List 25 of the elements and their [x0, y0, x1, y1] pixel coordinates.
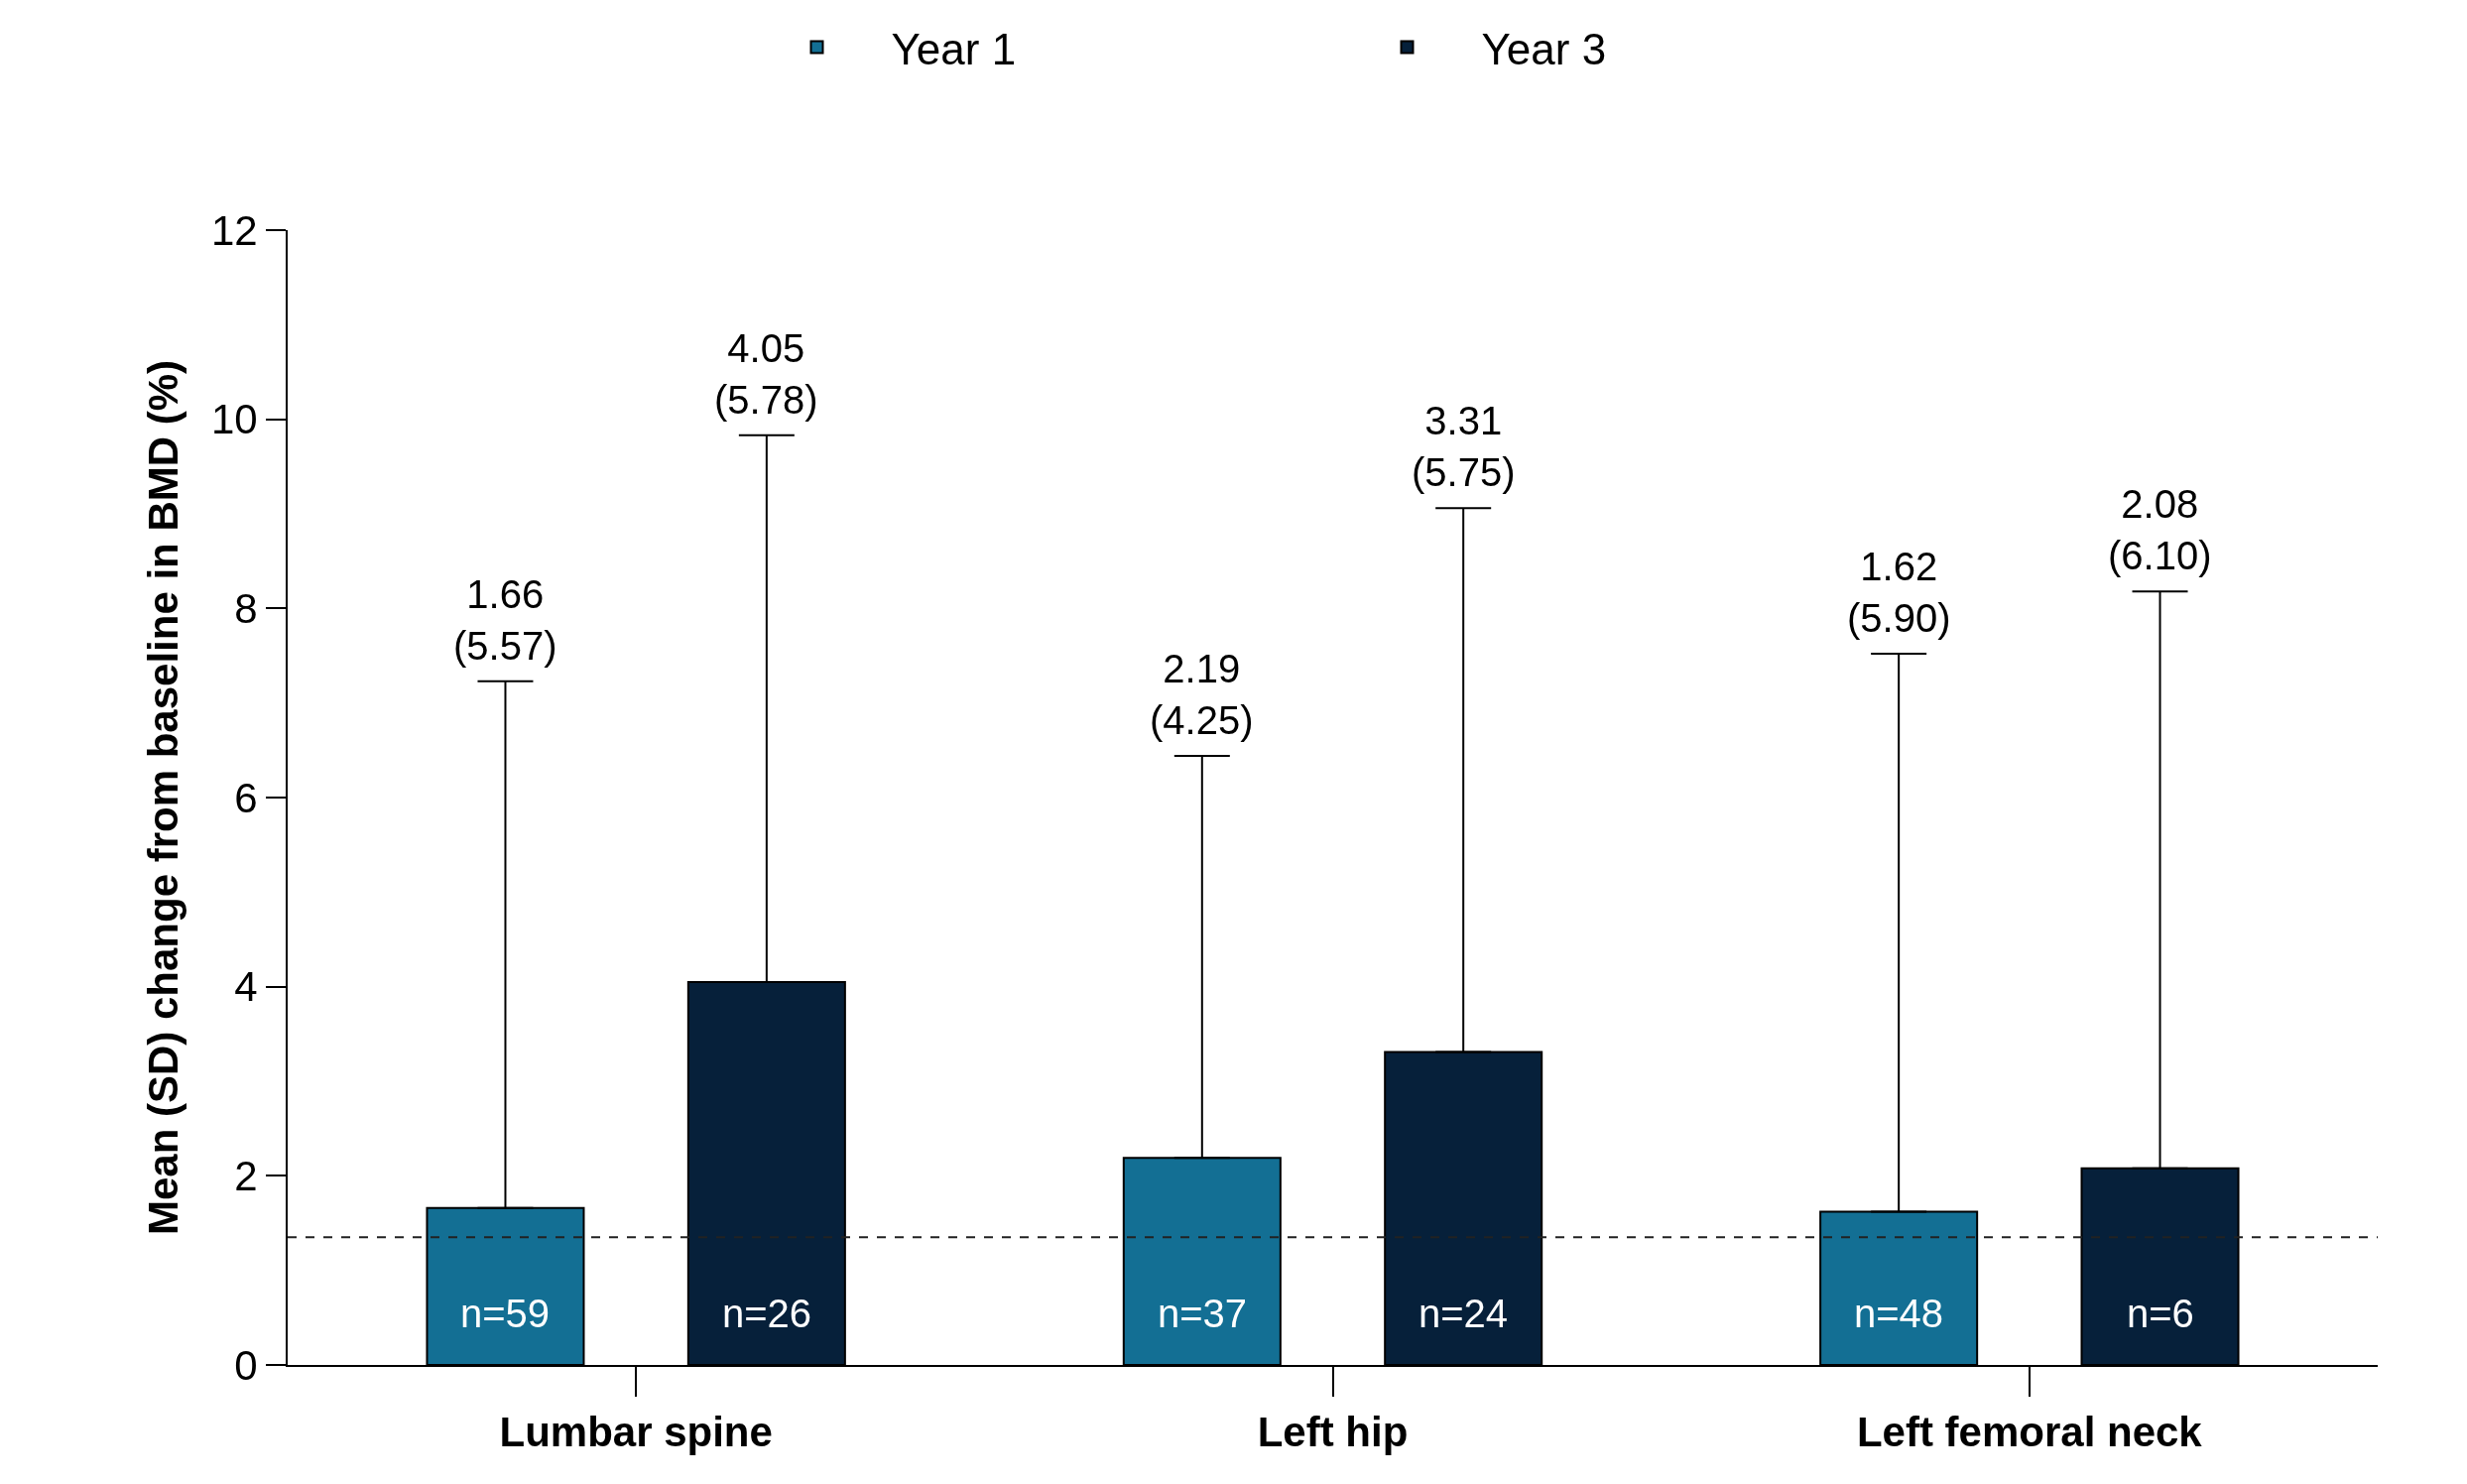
- x-tick-label: Left femoral neck: [1856, 1409, 2203, 1456]
- annotation: n=24: [1419, 1292, 1509, 1335]
- y-tick-label: 2: [234, 1153, 258, 1200]
- y-tick-label: 8: [234, 585, 258, 633]
- annotation: n=6: [2127, 1292, 2194, 1335]
- annotation: 3.31 (5.75): [1412, 399, 1516, 494]
- x-tick-label: Left hip: [1257, 1409, 1409, 1456]
- y-tick-label: 6: [234, 774, 258, 821]
- legend-label: Year 1: [891, 24, 1017, 73]
- x-tick-label: Lumbar spine: [499, 1409, 773, 1456]
- annotation: 2.08 (6.10): [2108, 482, 2212, 577]
- annotation: 1.66 (5.57): [453, 572, 557, 668]
- y-tick-label: 0: [234, 1341, 258, 1389]
- annotation: n=59: [460, 1292, 551, 1335]
- annotation: 1.62 (5.90): [1847, 545, 1951, 640]
- y-tick-label: 4: [234, 963, 258, 1011]
- y-tick-label: 12: [210, 206, 258, 254]
- annotation: n=48: [1854, 1292, 1944, 1335]
- legend-label: Year 3: [1481, 24, 1607, 73]
- annotation: n=37: [1158, 1292, 1248, 1335]
- annotation: 4.05 (5.78): [714, 326, 818, 422]
- annotation: n=26: [722, 1292, 812, 1335]
- y-tick-label: 10: [210, 396, 258, 443]
- annotation: 2.19 (4.25): [1150, 647, 1254, 742]
- y-axis-title: Mean (SD) change from baseline in BMD (%): [140, 359, 187, 1236]
